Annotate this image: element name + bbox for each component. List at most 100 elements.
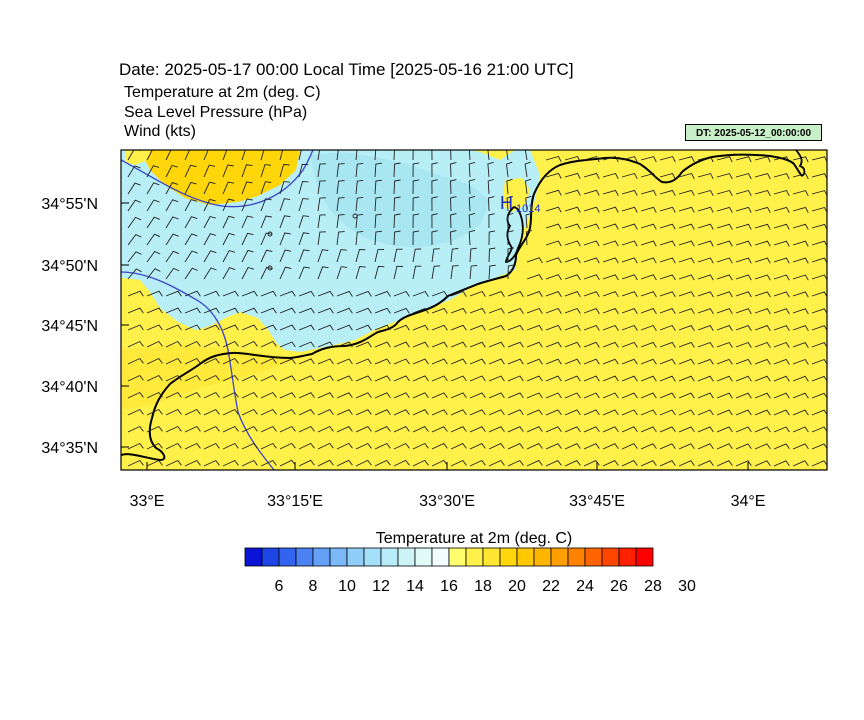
wind-barb [374,230,382,246]
wind-barb [602,189,619,196]
wind-barb [545,409,562,416]
wind-barb [412,375,429,382]
wind-barb [640,223,657,230]
wind-barb [336,290,353,297]
wind-barb [412,265,422,280]
wind-barb [336,426,353,433]
wind-barb [526,443,543,450]
date-line: Date: 2025-05-17 00:00 Local Time [2025-… [119,60,574,79]
wind-barb [279,164,290,178]
wind-barb [146,233,161,246]
wind-barb [697,274,714,281]
colorbar-swatch [533,547,552,567]
wind-barb [393,196,401,212]
wind-barb [317,324,334,331]
wind-barb [564,341,581,348]
wind-barb [127,268,142,280]
lat-tick-label: 34°50'N [41,258,98,275]
wind-barb [792,409,809,416]
wind-barb [507,358,524,365]
wind-barb [298,215,310,229]
wind-barb [279,324,296,331]
wind-barb [640,358,657,365]
wind-barb [317,290,334,297]
wind-barb [602,257,619,264]
wind-barb [583,341,600,348]
wind-barb [469,358,486,365]
wind-barb [488,264,496,280]
wind-barb [146,182,160,195]
wind-barb [735,460,752,467]
wind-barb [412,290,429,297]
wind-barb [336,150,339,161]
pressure-high-label: H [500,193,513,213]
wind-barb [146,250,161,263]
wind-barb [621,341,638,348]
wind-barb [393,426,410,433]
wind-barb [431,409,448,416]
wind-barb [640,443,657,450]
wind-barb [602,358,619,365]
wind-barb [773,409,790,416]
wind-barb [697,156,714,163]
wind-barb [621,223,638,230]
wind-barb [336,266,348,280]
wind-barb [317,442,334,450]
wind-barb [450,265,459,280]
wind-barb [184,199,198,212]
calm-marker [352,213,358,219]
wind-barb [621,240,638,247]
wind-barb [659,324,676,331]
wind-barb [678,460,695,467]
wind-barb [298,198,309,212]
wind-barb [773,358,790,365]
wind-barb [792,240,809,247]
wind-barb [127,374,144,382]
wind-barb [735,392,752,399]
wind-barb [127,391,144,399]
wind-barb [279,150,284,161]
colorbar-swatch [329,547,348,567]
wind-barb [754,460,771,467]
wind-barb [222,164,234,178]
wind-barb [412,324,429,331]
wind-barb [488,459,505,467]
wind-barb [355,442,372,450]
wind-barb [165,182,179,195]
wind-barb [184,290,201,297]
wind-barb [355,426,372,433]
wind-barb [146,391,163,399]
wind-barb [355,324,372,331]
wind-barb [640,291,657,298]
wind-barb [298,425,315,433]
wind-barb [525,195,532,212]
wind-barb [336,442,353,450]
wind-barb [659,358,676,365]
wind-barb [488,358,505,365]
wind-barb [260,290,277,297]
wind-barb [735,240,752,247]
colorbar-label: 10 [338,578,356,595]
wind-barb [355,409,372,416]
wind-barb [811,426,827,433]
wind-barb [545,392,562,399]
wind-barb [298,163,309,178]
wind-barb [716,257,733,264]
wind-barb [146,324,163,331]
wind-barb [241,266,255,280]
wind-barb [524,150,528,161]
wind-barb [431,290,448,297]
wind-barb [564,307,581,314]
wind-barb [773,206,790,213]
wind-barb [621,324,638,331]
wind-barb [279,215,291,229]
wind-barb [487,161,494,178]
pressure-high-value: 1014 [516,203,540,215]
wind-barb [241,425,258,433]
wind-barb [754,426,771,433]
wind-barb [716,189,733,197]
wind-barb [602,341,619,348]
wind-barb [165,340,182,348]
wind-barb [526,291,543,297]
wind-barb [716,274,733,281]
